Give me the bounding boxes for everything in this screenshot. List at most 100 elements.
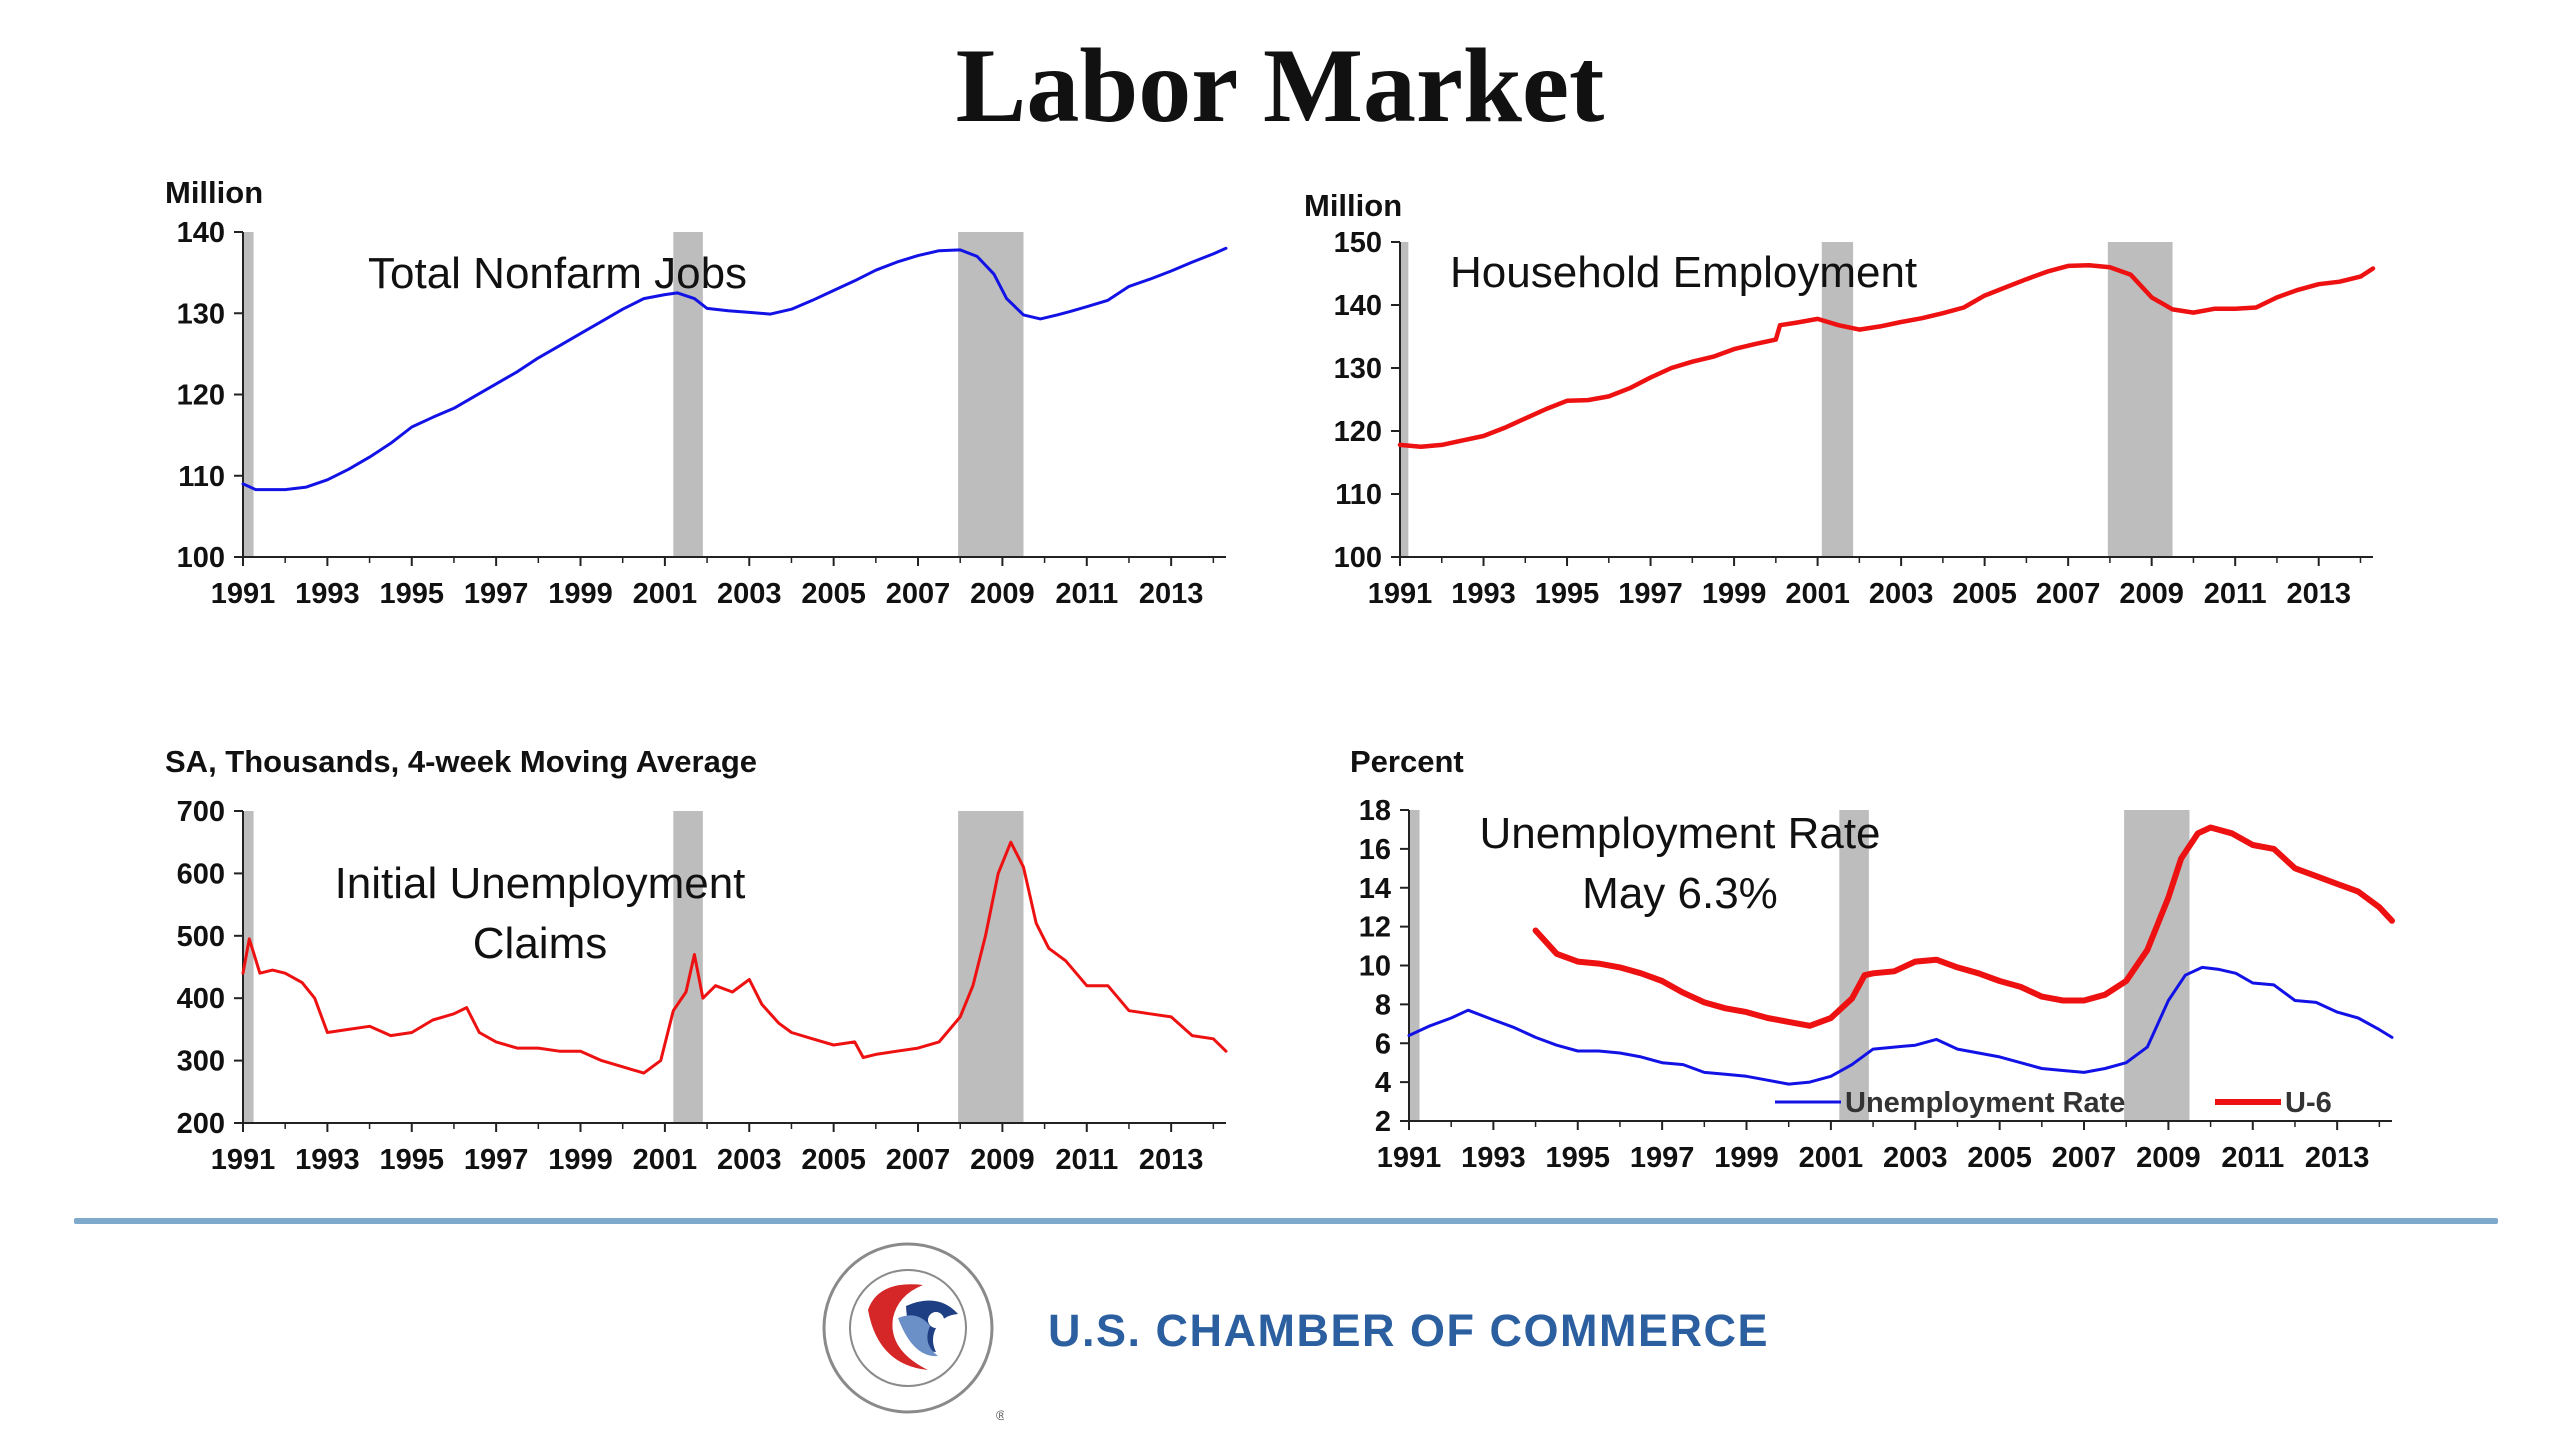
series-line-u-6 — [1532, 824, 2395, 1029]
y-tick-label: 6 — [1375, 1028, 1391, 1060]
y-tick-label: 140 — [177, 217, 225, 249]
x-tick-label: 1991 — [1377, 1142, 1442, 1174]
x-tick-label: 1993 — [1461, 1142, 1526, 1174]
recession-band — [958, 232, 1024, 557]
x-tick-label: 1991 — [211, 1144, 276, 1176]
x-tick-label: 2011 — [1055, 578, 1118, 610]
y-tick-label: 130 — [177, 298, 225, 330]
x-tick-label: 2001 — [1785, 578, 1850, 610]
y-tick-label: 130 — [1334, 353, 1382, 385]
y-tick-label: 110 — [178, 461, 225, 493]
x-tick-label: 2001 — [633, 1144, 698, 1176]
recession-band — [2107, 242, 2173, 557]
chart-title: Unemployment Rate May 6.3% — [1479, 809, 1880, 918]
y-axis-label: Million — [1304, 188, 1402, 223]
x-tick-label: 1991 — [1368, 578, 1433, 610]
x-tick-label: 2013 — [2286, 578, 2351, 610]
y-tick-label: 100 — [177, 542, 225, 574]
x-tick-label: 1999 — [548, 578, 613, 610]
x-tick-label: 1995 — [379, 578, 444, 610]
x-tick-label: 1991 — [211, 578, 276, 610]
y-tick-label: 100 — [1334, 542, 1382, 574]
series-line-unemployment-rate — [1407, 965, 2394, 1086]
series-line — [241, 840, 1228, 1075]
x-tick-label: 1999 — [1702, 578, 1767, 610]
x-tick-label: 2007 — [886, 578, 951, 610]
x-tick-label: 2013 — [2305, 1142, 2370, 1174]
x-tick-label: 2003 — [717, 1144, 782, 1176]
y-tick-label: 120 — [1334, 416, 1382, 448]
y-tick-label: 120 — [177, 380, 225, 412]
y-tick-label: 300 — [177, 1046, 225, 1078]
y-tick-label: 16 — [1359, 834, 1391, 866]
y-tick-label: 10 — [1359, 951, 1391, 983]
chart-title: Initial Unemployment Claims — [335, 859, 746, 968]
x-tick-label: 2005 — [1967, 1142, 2032, 1174]
y-tick-label: 12 — [1359, 912, 1391, 944]
chart-initial-claims: 200 300 400 500 600 700 1991 1993 1995 1997 1999 20… — [165, 744, 1228, 1176]
recession-band — [958, 811, 1024, 1123]
x-tick-label: 1995 — [1535, 578, 1600, 610]
y-tick-label: 14 — [1359, 873, 1391, 905]
x-tick-label: 1995 — [379, 1144, 444, 1176]
x-tick-label: 2011 — [2221, 1142, 2284, 1174]
x-tick-label: 2013 — [1139, 1144, 1204, 1176]
x-tick-label: 2001 — [633, 578, 698, 610]
y-tick-label: 2 — [1375, 1106, 1391, 1138]
legend-label: U-6 — [2285, 1087, 2332, 1119]
y-tick-label: 8 — [1375, 989, 1391, 1021]
series-line — [1397, 263, 2376, 450]
x-tick-label: 2011 — [2204, 578, 2267, 610]
y-tick-label: 4 — [1375, 1067, 1391, 1099]
y-tick-label: 110 — [1335, 479, 1382, 511]
x-tick-label: 2007 — [886, 1144, 951, 1176]
x-tick-label: 1999 — [548, 1144, 613, 1176]
x-tick-label: 2013 — [1139, 578, 1204, 610]
recession-band — [673, 232, 703, 557]
y-tick-label: 400 — [177, 983, 225, 1015]
x-tick-label: 2009 — [970, 578, 1035, 610]
y-axis-label: Million — [165, 175, 263, 210]
chart-total-nonfarm-jobs: 100 110 120 130 140 1991 1993 1995 1997 1999 2001 2… — [165, 175, 1228, 610]
recession-band — [1409, 810, 1420, 1121]
footer-divider — [74, 1218, 2498, 1224]
recession-band — [1821, 242, 1854, 557]
y-tick-label: 700 — [177, 796, 225, 828]
y-tick-label: 200 — [177, 1108, 225, 1140]
recession-band — [243, 811, 254, 1123]
y-axis-label: Percent — [1350, 744, 1464, 779]
svg-text:®: ® — [996, 1407, 1004, 1423]
x-tick-label: 2003 — [1883, 1142, 1948, 1174]
chamber-seal-logo: ® — [822, 1242, 1004, 1423]
x-tick-label: 1993 — [295, 578, 360, 610]
y-tick-label: 500 — [177, 921, 225, 953]
x-tick-label: 1999 — [1714, 1142, 1779, 1174]
y-tick-label: 18 — [1359, 795, 1391, 827]
legend-label: Unemployment Rate — [1845, 1087, 2125, 1119]
recession-band — [1400, 242, 1409, 557]
x-tick-label: 1997 — [464, 578, 529, 610]
x-tick-label: 1997 — [1618, 578, 1683, 610]
chart-title: Household Employment — [1450, 248, 1917, 297]
x-tick-label: 2011 — [1055, 1144, 1118, 1176]
x-tick-label: 2009 — [970, 1144, 1035, 1176]
x-tick-label: 2005 — [1952, 578, 2017, 610]
chart-household-employment: 100 110 120 130 140 150 1991 1993 1995 1997 1999 20… — [1304, 188, 2376, 610]
series-line — [241, 246, 1228, 492]
x-tick-label: 2009 — [2119, 578, 2184, 610]
recession-band — [243, 232, 254, 557]
x-tick-label: 2003 — [717, 578, 782, 610]
x-tick-label: 2009 — [2136, 1142, 2201, 1174]
y-tick-label: 150 — [1334, 227, 1382, 259]
chart-unemployment-rate: 2 4 6 8 10 12 14 16 18 1991 1993 1995 1997 1999 2001 20… — [1350, 744, 2395, 1174]
page-title: Labor Market — [955, 27, 1605, 144]
x-tick-label: 2007 — [2036, 578, 2101, 610]
x-tick-label: 2005 — [801, 1144, 866, 1176]
x-tick-label: 2003 — [1869, 578, 1934, 610]
x-tick-label: 2007 — [2052, 1142, 2117, 1174]
x-tick-label: 1997 — [1630, 1142, 1695, 1174]
y-tick-label: 600 — [177, 858, 225, 890]
org-name: U.S. CHAMBER OF COMMERCE — [1048, 1305, 1769, 1356]
x-tick-label: 1997 — [464, 1144, 529, 1176]
x-tick-label: 2005 — [801, 578, 866, 610]
